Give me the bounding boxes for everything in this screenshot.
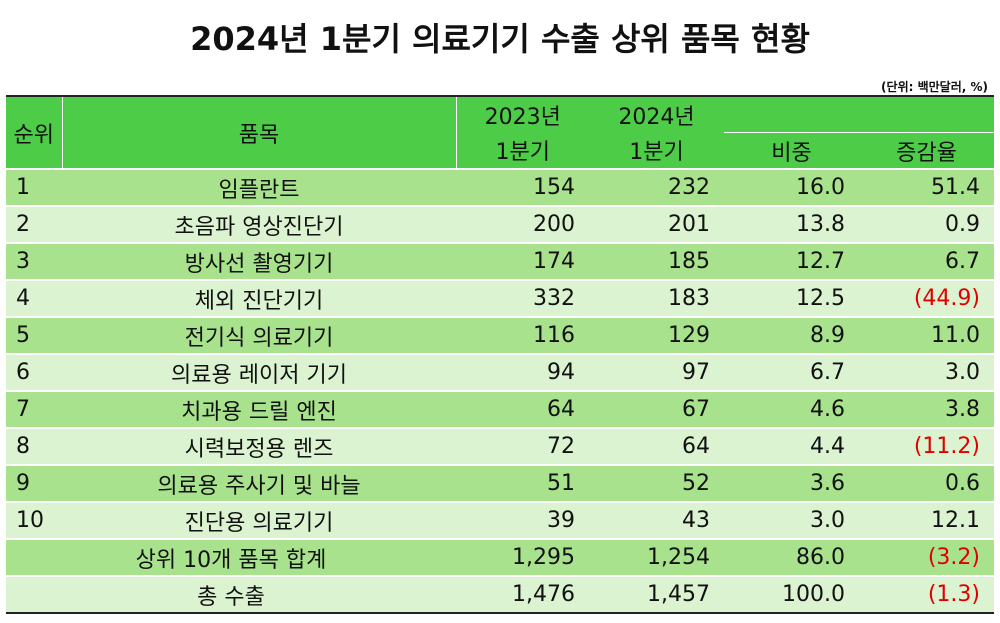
item-cell: 시력보정용 렌즈: [62, 427, 456, 465]
value-2024-cell: 129: [589, 316, 724, 354]
value-2024-cell: 97: [589, 353, 724, 391]
total-2024: 1,457: [589, 575, 724, 614]
share-cell: 13.8: [724, 205, 859, 243]
growth-cell: 0.6: [859, 464, 994, 502]
value-2023-cell: 154: [456, 168, 589, 206]
rank-cell: 1: [6, 168, 62, 206]
subtotal-share: 86.0: [724, 538, 859, 576]
header-blank: [724, 95, 994, 133]
rank-cell: 10: [6, 501, 62, 539]
value-2023-cell: 94: [456, 353, 589, 391]
table-row: 9 의료용 주사기 및 바늘 51 52 3.6 0.6: [6, 464, 994, 502]
rank-cell: 4: [6, 279, 62, 317]
value-2024-cell: 52: [589, 464, 724, 502]
value-2023-cell: 116: [456, 316, 589, 354]
share-cell: 16.0: [724, 168, 859, 206]
total-growth: (1.3): [859, 575, 994, 614]
subtotal-2024: 1,254: [589, 538, 724, 576]
table-row: 5 전기식 의료기기 116 129 8.9 11.0: [6, 316, 994, 354]
growth-cell: (44.9): [859, 279, 994, 317]
value-2023-cell: 72: [456, 427, 589, 465]
share-cell: 4.4: [724, 427, 859, 465]
growth-cell: 0.9: [859, 205, 994, 243]
value-2024-cell: 183: [589, 279, 724, 317]
unit-note: (단위: 백만달러, %): [881, 80, 988, 94]
value-2023-cell: 174: [456, 242, 589, 280]
value-2023-cell: 200: [456, 205, 589, 243]
header-2023-year: 2023년: [456, 95, 589, 133]
rank-cell: 2: [6, 205, 62, 243]
growth-cell: 51.4: [859, 168, 994, 206]
growth-cell: 11.0: [859, 316, 994, 354]
header-item: 품목: [62, 95, 457, 169]
item-cell: 의료용 주사기 및 바늘: [62, 464, 456, 502]
subtotal-2023: 1,295: [456, 538, 589, 576]
share-cell: 3.6: [724, 464, 859, 502]
total-share: 100.0: [724, 575, 859, 614]
item-cell: 초음파 영상진단기: [62, 205, 456, 243]
value-2024-cell: 64: [589, 427, 724, 465]
rank-cell: 3: [6, 242, 62, 280]
table-row: 1 임플란트 154 232 16.0 51.4: [6, 168, 994, 206]
value-2024-cell: 43: [589, 501, 724, 539]
item-cell: 치과용 드릴 엔진: [62, 390, 456, 428]
header-2023-quarter: 1분기: [456, 132, 589, 169]
subtotal-row: 상위 10개 품목 합계 1,295 1,254 86.0 (3.2): [6, 538, 994, 576]
value-2023-cell: 51: [456, 464, 589, 502]
table-row: 7 치과용 드릴 엔진 64 67 4.6 3.8: [6, 390, 994, 428]
value-2024-cell: 232: [589, 168, 724, 206]
rank-cell: 9: [6, 464, 62, 502]
share-cell: 8.9: [724, 316, 859, 354]
growth-cell: 3.0: [859, 353, 994, 391]
item-cell: 의료용 레이저 기기: [62, 353, 456, 391]
value-2024-cell: 185: [589, 242, 724, 280]
header-share: 비중: [724, 132, 859, 169]
export-table: 순위 품목 2023년 2024년 1분기 1분기 비중 증감율 1 임플란트 15…: [6, 95, 994, 614]
table-row: 8 시력보정용 렌즈 72 64 4.4 (11.2): [6, 427, 994, 465]
total-row: 총 수출 1,476 1,457 100.0 (1.3): [6, 575, 994, 614]
subtotal-label: 상위 10개 품목 합계: [6, 538, 456, 576]
value-2023-cell: 64: [456, 390, 589, 428]
table-row: 10 진단용 의료기기 39 43 3.0 12.1: [6, 501, 994, 539]
page-title: 2024년 1분기 의료기기 수출 상위 품목 현황: [190, 20, 810, 58]
item-cell: 진단용 의료기기: [62, 501, 456, 539]
share-cell: 3.0: [724, 501, 859, 539]
table-row: 6 의료용 레이저 기기 94 97 6.7 3.0: [6, 353, 994, 391]
value-2023-cell: 332: [456, 279, 589, 317]
item-cell: 전기식 의료기기: [62, 316, 456, 354]
value-2024-cell: 67: [589, 390, 724, 428]
header-2024-year: 2024년: [589, 95, 724, 133]
rank-cell: 5: [6, 316, 62, 354]
rank-cell: 8: [6, 427, 62, 465]
share-cell: 12.7: [724, 242, 859, 280]
value-2023-cell: 39: [456, 501, 589, 539]
header-rank: 순위: [6, 95, 63, 169]
table-row: 4 체외 진단기기 332 183 12.5 (44.9): [6, 279, 994, 317]
growth-cell: 3.8: [859, 390, 994, 428]
growth-cell: (11.2): [859, 427, 994, 465]
total-2023: 1,476: [456, 575, 589, 614]
item-cell: 임플란트: [62, 168, 456, 206]
total-label: 총 수출: [6, 575, 456, 614]
value-2024-cell: 201: [589, 205, 724, 243]
header-2024-quarter: 1분기: [589, 132, 724, 169]
header-growth: 증감율: [859, 132, 994, 169]
share-cell: 6.7: [724, 353, 859, 391]
rank-cell: 7: [6, 390, 62, 428]
share-cell: 12.5: [724, 279, 859, 317]
rank-cell: 6: [6, 353, 62, 391]
table-row: 3 방사선 촬영기기 174 185 12.7 6.7: [6, 242, 994, 280]
growth-cell: 12.1: [859, 501, 994, 539]
item-cell: 방사선 촬영기기: [62, 242, 456, 280]
growth-cell: 6.7: [859, 242, 994, 280]
subtotal-growth: (3.2): [859, 538, 994, 576]
share-cell: 4.6: [724, 390, 859, 428]
item-cell: 체외 진단기기: [62, 279, 456, 317]
table-row: 2 초음파 영상진단기 200 201 13.8 0.9: [6, 205, 994, 243]
